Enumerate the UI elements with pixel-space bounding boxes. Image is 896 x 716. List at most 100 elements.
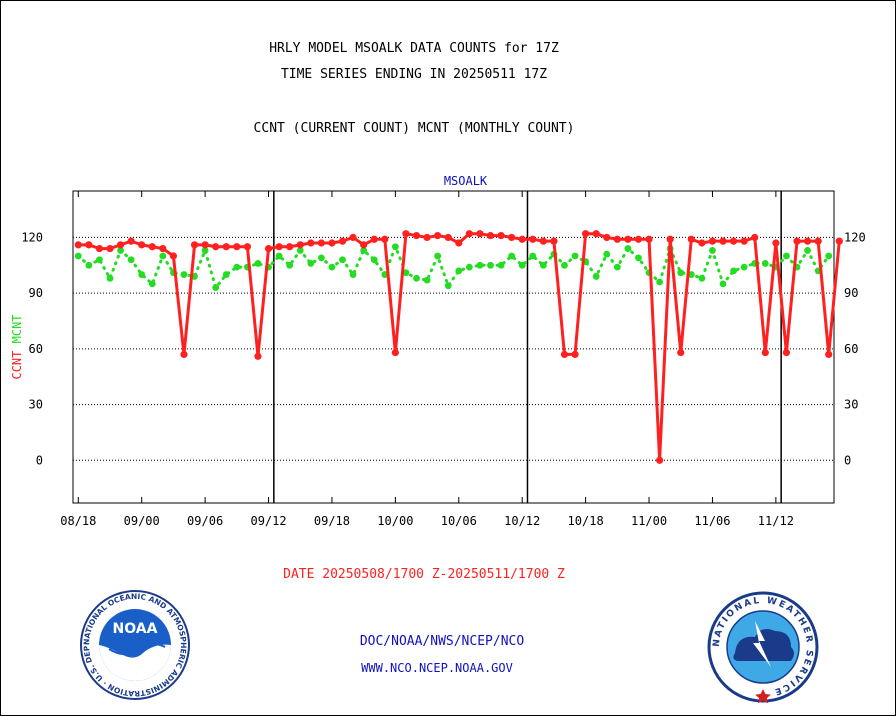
data-point-mcnt (74, 252, 82, 260)
x-tick-label: 10/12 (504, 514, 540, 528)
data-point-ccnt (782, 348, 791, 357)
data-point-ccnt (349, 233, 357, 242)
data-point-mcnt (307, 260, 315, 267)
data-point-ccnt (571, 350, 579, 359)
data-point-mcnt (730, 267, 737, 275)
data-point-ccnt (169, 252, 178, 260)
noaa-center-text: NOAA (113, 621, 158, 637)
x-tick-label: 10/00 (377, 514, 413, 528)
x-tick-label: 09/06 (187, 514, 223, 528)
data-point-mcnt (413, 274, 420, 282)
data-point-ccnt (825, 350, 833, 359)
x-tick-label: 10/18 (568, 514, 604, 528)
x-tick-label: 11/00 (631, 514, 667, 528)
data-point-mcnt (254, 260, 262, 267)
data-point-ccnt (360, 241, 368, 249)
x-tick-label: 09/12 (250, 514, 286, 528)
data-point-ccnt (656, 456, 664, 464)
data-point-ccnt (751, 233, 759, 242)
data-point-ccnt (508, 233, 516, 242)
data-point-ccnt (264, 244, 273, 253)
data-point-mcnt (476, 261, 484, 269)
y-axis-label-mcnt: MCNT (10, 314, 24, 350)
data-point-ccnt (74, 241, 82, 249)
data-point-mcnt (719, 280, 727, 288)
data-point-ccnt (338, 237, 347, 245)
noaa-logo: NATIONAL OCEANIC AND ATMOSPHERIC ADMINIS… (79, 589, 190, 700)
y-tick-label-left: 60 (29, 342, 43, 356)
y-tick-label-right: 120 (844, 230, 866, 244)
data-point-mcnt (825, 252, 833, 260)
y-tick-label-right: 30 (844, 398, 858, 412)
data-point-mcnt (624, 245, 632, 252)
data-point-mcnt (465, 263, 473, 271)
data-point-ccnt (85, 241, 93, 249)
data-point-mcnt (613, 263, 621, 271)
data-point-ccnt (740, 237, 748, 245)
data-point-ccnt (243, 243, 251, 251)
data-point-ccnt (634, 235, 643, 243)
y-tick-label-left: 30 (29, 398, 43, 412)
data-point-ccnt (803, 237, 812, 245)
data-point-ccnt (539, 237, 547, 245)
data-point-ccnt (835, 237, 843, 245)
y-tick-label-left: 0 (36, 453, 43, 467)
data-point-ccnt (180, 350, 188, 359)
data-point-mcnt (592, 273, 600, 280)
data-point-mcnt (698, 274, 706, 282)
data-point-mcnt (783, 252, 790, 260)
chart-title-line2: TIME SERIES ENDING IN 20250511 17Z (280, 67, 548, 82)
data-point-ccnt (486, 231, 495, 240)
data-point-mcnt (529, 252, 537, 260)
data-point-mcnt (96, 256, 103, 264)
data-point-mcnt (561, 261, 568, 269)
data-point-mcnt (656, 278, 664, 286)
data-point-mcnt (286, 261, 294, 269)
data-point-mcnt (275, 252, 283, 260)
data-point-mcnt (455, 267, 463, 275)
data-point-ccnt (465, 230, 473, 238)
x-tick-label: 09/18 (314, 514, 350, 528)
data-point-ccnt (550, 237, 558, 245)
data-point-ccnt (95, 244, 104, 253)
data-point-ccnt (560, 350, 569, 359)
data-point-ccnt (423, 233, 431, 242)
data-point-ccnt (190, 241, 199, 249)
data-point-mcnt (339, 256, 346, 264)
data-point-mcnt (423, 276, 431, 284)
data-point-mcnt (180, 271, 188, 278)
data-point-mcnt (148, 280, 156, 288)
data-point-mcnt (709, 247, 716, 254)
data-point-mcnt (571, 252, 579, 260)
y-tick-label-right: 0 (844, 453, 851, 467)
website-text: WWW.NCO.NCEP.NOAA.GOV (361, 661, 513, 675)
nws-logo: NATIONAL WEATHER SERVICE (707, 591, 819, 703)
data-point-mcnt (804, 247, 811, 254)
data-point-ccnt (296, 241, 304, 249)
data-point-ccnt (307, 239, 315, 247)
data-point-mcnt (487, 261, 494, 269)
data-point-ccnt (698, 239, 706, 247)
data-point-mcnt (328, 263, 336, 271)
org-path-text: DOC/NOAA/NWS/NCEP/NCO (359, 634, 525, 649)
data-point-ccnt (603, 233, 611, 242)
data-point-mcnt (740, 263, 748, 271)
data-point-ccnt (592, 230, 600, 238)
data-point-ccnt (148, 243, 156, 251)
data-point-ccnt (624, 235, 632, 243)
data-point-ccnt (772, 239, 780, 247)
data-point-ccnt (793, 237, 801, 245)
x-tick-label: 11/06 (694, 514, 730, 528)
data-point-mcnt (106, 274, 114, 282)
data-point-mcnt (360, 247, 368, 254)
data-point-ccnt (317, 239, 325, 247)
data-point-ccnt (518, 235, 526, 243)
data-point-ccnt (328, 239, 336, 247)
data-point-ccnt (444, 233, 452, 242)
data-point-ccnt (233, 243, 241, 251)
data-point-mcnt (518, 261, 526, 269)
data-point-mcnt (212, 284, 220, 291)
data-point-ccnt (106, 244, 114, 253)
data-point-mcnt (127, 256, 135, 264)
